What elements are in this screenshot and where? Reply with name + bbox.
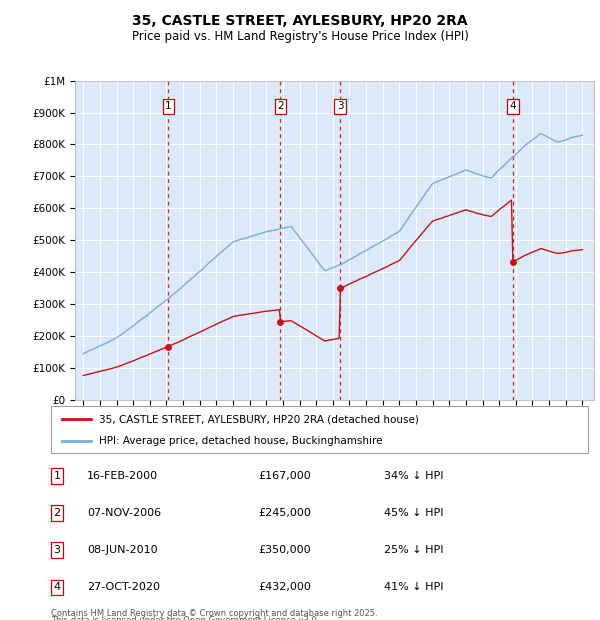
Text: 3: 3	[53, 545, 61, 556]
Text: 27-OCT-2020: 27-OCT-2020	[87, 582, 160, 593]
Text: 1: 1	[53, 471, 61, 481]
Text: 3: 3	[337, 101, 343, 111]
Text: Contains HM Land Registry data © Crown copyright and database right 2025.: Contains HM Land Registry data © Crown c…	[51, 609, 377, 618]
Text: 4: 4	[509, 101, 516, 111]
Text: HPI: Average price, detached house, Buckinghamshire: HPI: Average price, detached house, Buck…	[100, 436, 383, 446]
Text: 1: 1	[165, 101, 172, 111]
Text: 4: 4	[53, 582, 61, 593]
Text: Price paid vs. HM Land Registry's House Price Index (HPI): Price paid vs. HM Land Registry's House …	[131, 30, 469, 43]
Text: 35, CASTLE STREET, AYLESBURY, HP20 2RA: 35, CASTLE STREET, AYLESBURY, HP20 2RA	[132, 14, 468, 28]
Text: £432,000: £432,000	[258, 582, 311, 593]
Text: 2: 2	[53, 508, 61, 518]
Text: £350,000: £350,000	[258, 545, 311, 556]
Text: 07-NOV-2006: 07-NOV-2006	[87, 508, 161, 518]
Text: 2: 2	[277, 101, 284, 111]
Text: 45% ↓ HPI: 45% ↓ HPI	[384, 508, 443, 518]
Text: £245,000: £245,000	[258, 508, 311, 518]
Text: 34% ↓ HPI: 34% ↓ HPI	[384, 471, 443, 481]
Text: £167,000: £167,000	[258, 471, 311, 481]
Text: 16-FEB-2000: 16-FEB-2000	[87, 471, 158, 481]
Text: 08-JUN-2010: 08-JUN-2010	[87, 545, 158, 556]
Text: This data is licensed under the Open Government Licence v3.0.: This data is licensed under the Open Gov…	[51, 616, 319, 620]
Text: 25% ↓ HPI: 25% ↓ HPI	[384, 545, 443, 556]
Text: 41% ↓ HPI: 41% ↓ HPI	[384, 582, 443, 593]
Text: 35, CASTLE STREET, AYLESBURY, HP20 2RA (detached house): 35, CASTLE STREET, AYLESBURY, HP20 2RA (…	[100, 414, 419, 424]
